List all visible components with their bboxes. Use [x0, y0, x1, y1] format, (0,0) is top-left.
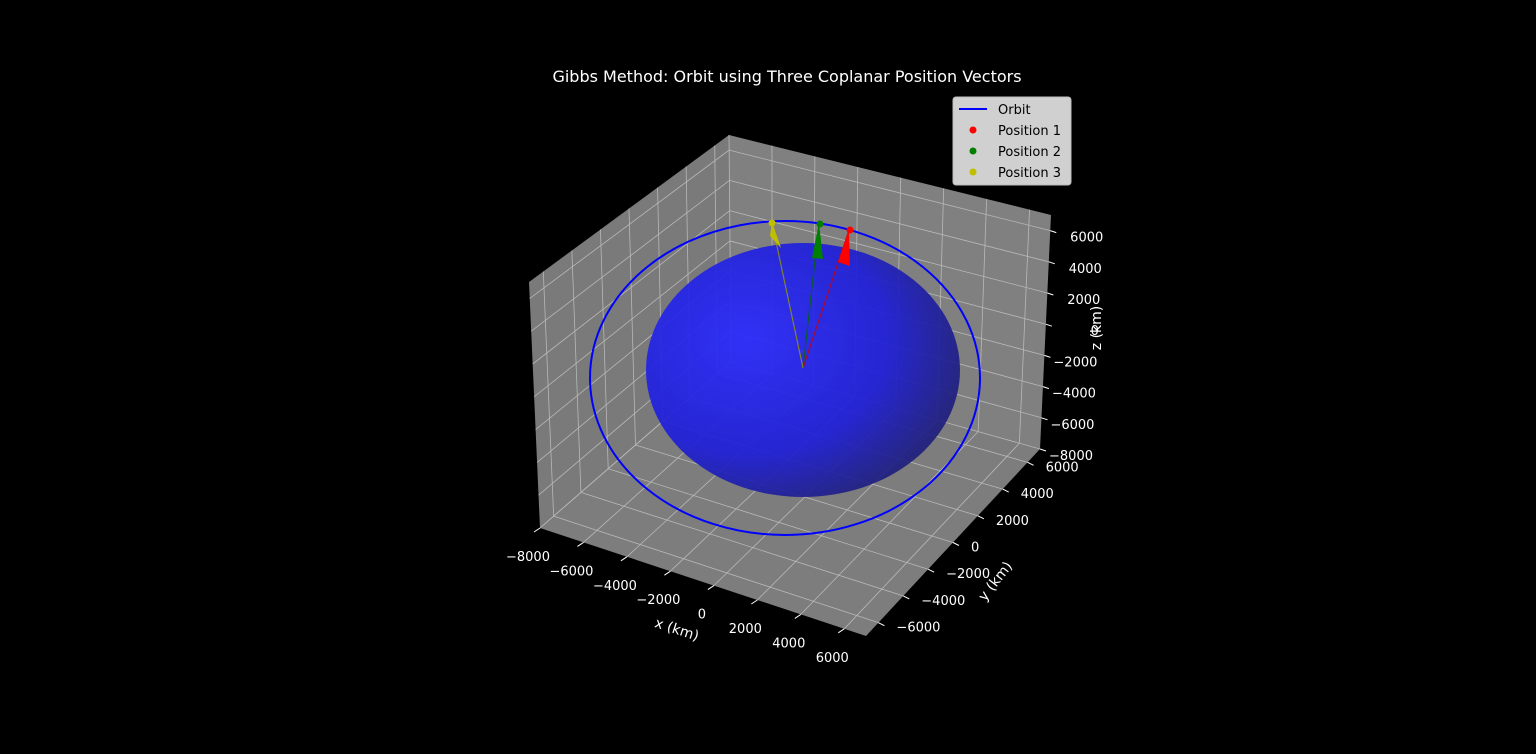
- vector-position-3: [771, 222, 804, 369]
- x-tick-label: 4000: [772, 636, 805, 651]
- legend-position-1-swatch: [969, 126, 977, 134]
- y-tick-label: 2000: [996, 514, 1029, 529]
- grid-z-left: [533, 240, 731, 398]
- legend: Orbit Position 1 Position 2 Position 3: [952, 96, 1072, 186]
- z-tick-label: 4000: [1069, 262, 1102, 277]
- y-tick-mark: [927, 568, 935, 573]
- z-tick-label: 0: [1091, 324, 1099, 339]
- z-tick-label: −8000: [1049, 449, 1093, 464]
- y-tick-mark: [878, 622, 885, 627]
- grid-x-back: [1019, 209, 1030, 444]
- x-tick-label: 2000: [729, 622, 762, 637]
- grid-y-left: [571, 250, 582, 493]
- legend-position-2-swatch: [969, 147, 977, 155]
- x-tick-label: −2000: [636, 593, 680, 608]
- position-1-point: [846, 226, 854, 234]
- x-tick-mark: [577, 541, 584, 547]
- z-tick-mark: [1045, 323, 1053, 327]
- y-tick-mark: [1002, 488, 1009, 493]
- x-tick-label: −6000: [549, 564, 593, 579]
- x-tick-label: −8000: [506, 550, 550, 565]
- grid-y-floor: [553, 515, 879, 624]
- x-tick-mark: [620, 556, 628, 562]
- grid-y-left: [542, 271, 555, 517]
- z-tick-mark: [1050, 230, 1057, 234]
- orbit-line: [589, 220, 981, 536]
- legend-position-1-label: Position 1: [998, 124, 1061, 139]
- position-2-point: [816, 220, 824, 228]
- x-tick-mark: [837, 628, 845, 634]
- z-tick-mark: [1044, 354, 1051, 358]
- y-tick-label: −6000: [896, 621, 940, 636]
- grid-y-floor: [608, 468, 929, 570]
- y-tick-label: −2000: [946, 567, 990, 582]
- grid-z-left: [529, 149, 730, 299]
- y-tick-mark: [903, 595, 910, 600]
- x-tick-mark: [751, 599, 758, 605]
- grid-z-left: [532, 210, 730, 365]
- legend-box: [952, 96, 1072, 186]
- legend-position-3-swatch: [969, 168, 977, 176]
- grid-z-left: [530, 180, 730, 332]
- z-tick-label: 6000: [1070, 231, 1103, 246]
- y-tick-mark: [952, 542, 960, 546]
- grid-y-left: [628, 208, 636, 446]
- z-tick-label: −2000: [1053, 355, 1097, 370]
- z-tick-mark: [1047, 292, 1054, 296]
- x-tick-mark: [794, 613, 802, 619]
- legend-position-3-label: Position 3: [998, 166, 1061, 181]
- legend-position-2-label: Position 2: [998, 145, 1061, 160]
- x-axis-label: x (km): [653, 615, 701, 644]
- axis-ticks: −8000−6000−4000−20000200040006000−6000−4…: [506, 230, 1103, 666]
- legend-orbit-label: Orbit: [998, 103, 1031, 118]
- z-axis-label: z (km): [1089, 306, 1105, 350]
- x-tick-mark: [533, 527, 541, 533]
- z-tick-mark: [1042, 386, 1050, 390]
- y-tick-label: −4000: [921, 594, 965, 609]
- x-tick-label: 6000: [816, 651, 849, 666]
- position-3-point: [768, 219, 776, 227]
- arrowhead-position-2: [812, 223, 823, 259]
- grid-z-back: [729, 149, 1051, 231]
- grid-y-left: [600, 229, 609, 469]
- y-tick-label: 6000: [1046, 460, 1079, 475]
- x-tick-mark: [664, 570, 671, 576]
- earth-sphere: [646, 243, 960, 497]
- x-tick-label: −4000: [593, 579, 637, 594]
- y-tick-mark: [977, 515, 985, 520]
- x-tick-mark: [707, 585, 715, 591]
- z-tick-label: 2000: [1067, 293, 1100, 308]
- grid-z-back: [729, 210, 1048, 294]
- arrowhead-position-1: [838, 229, 850, 266]
- grid-y-floor: [580, 492, 904, 597]
- chart-title: Gibbs Method: Orbit using Three Coplanar…: [552, 67, 1021, 86]
- z-tick-label: −6000: [1050, 418, 1094, 433]
- z-tick-mark: [1041, 417, 1048, 421]
- z-tick-label: −4000: [1052, 387, 1096, 402]
- y-tick-mark: [1027, 461, 1034, 466]
- y-tick-label: 4000: [1021, 487, 1054, 502]
- position-vectors: [770, 222, 850, 369]
- z-tick-mark: [1048, 261, 1055, 265]
- arrowhead-position-3: [770, 222, 781, 248]
- grid-z-back: [729, 180, 1049, 263]
- z-tick-mark: [1039, 448, 1047, 452]
- x-tick-label: 0: [698, 608, 706, 623]
- pane-left: [529, 135, 731, 528]
- y-tick-label: 0: [971, 541, 979, 556]
